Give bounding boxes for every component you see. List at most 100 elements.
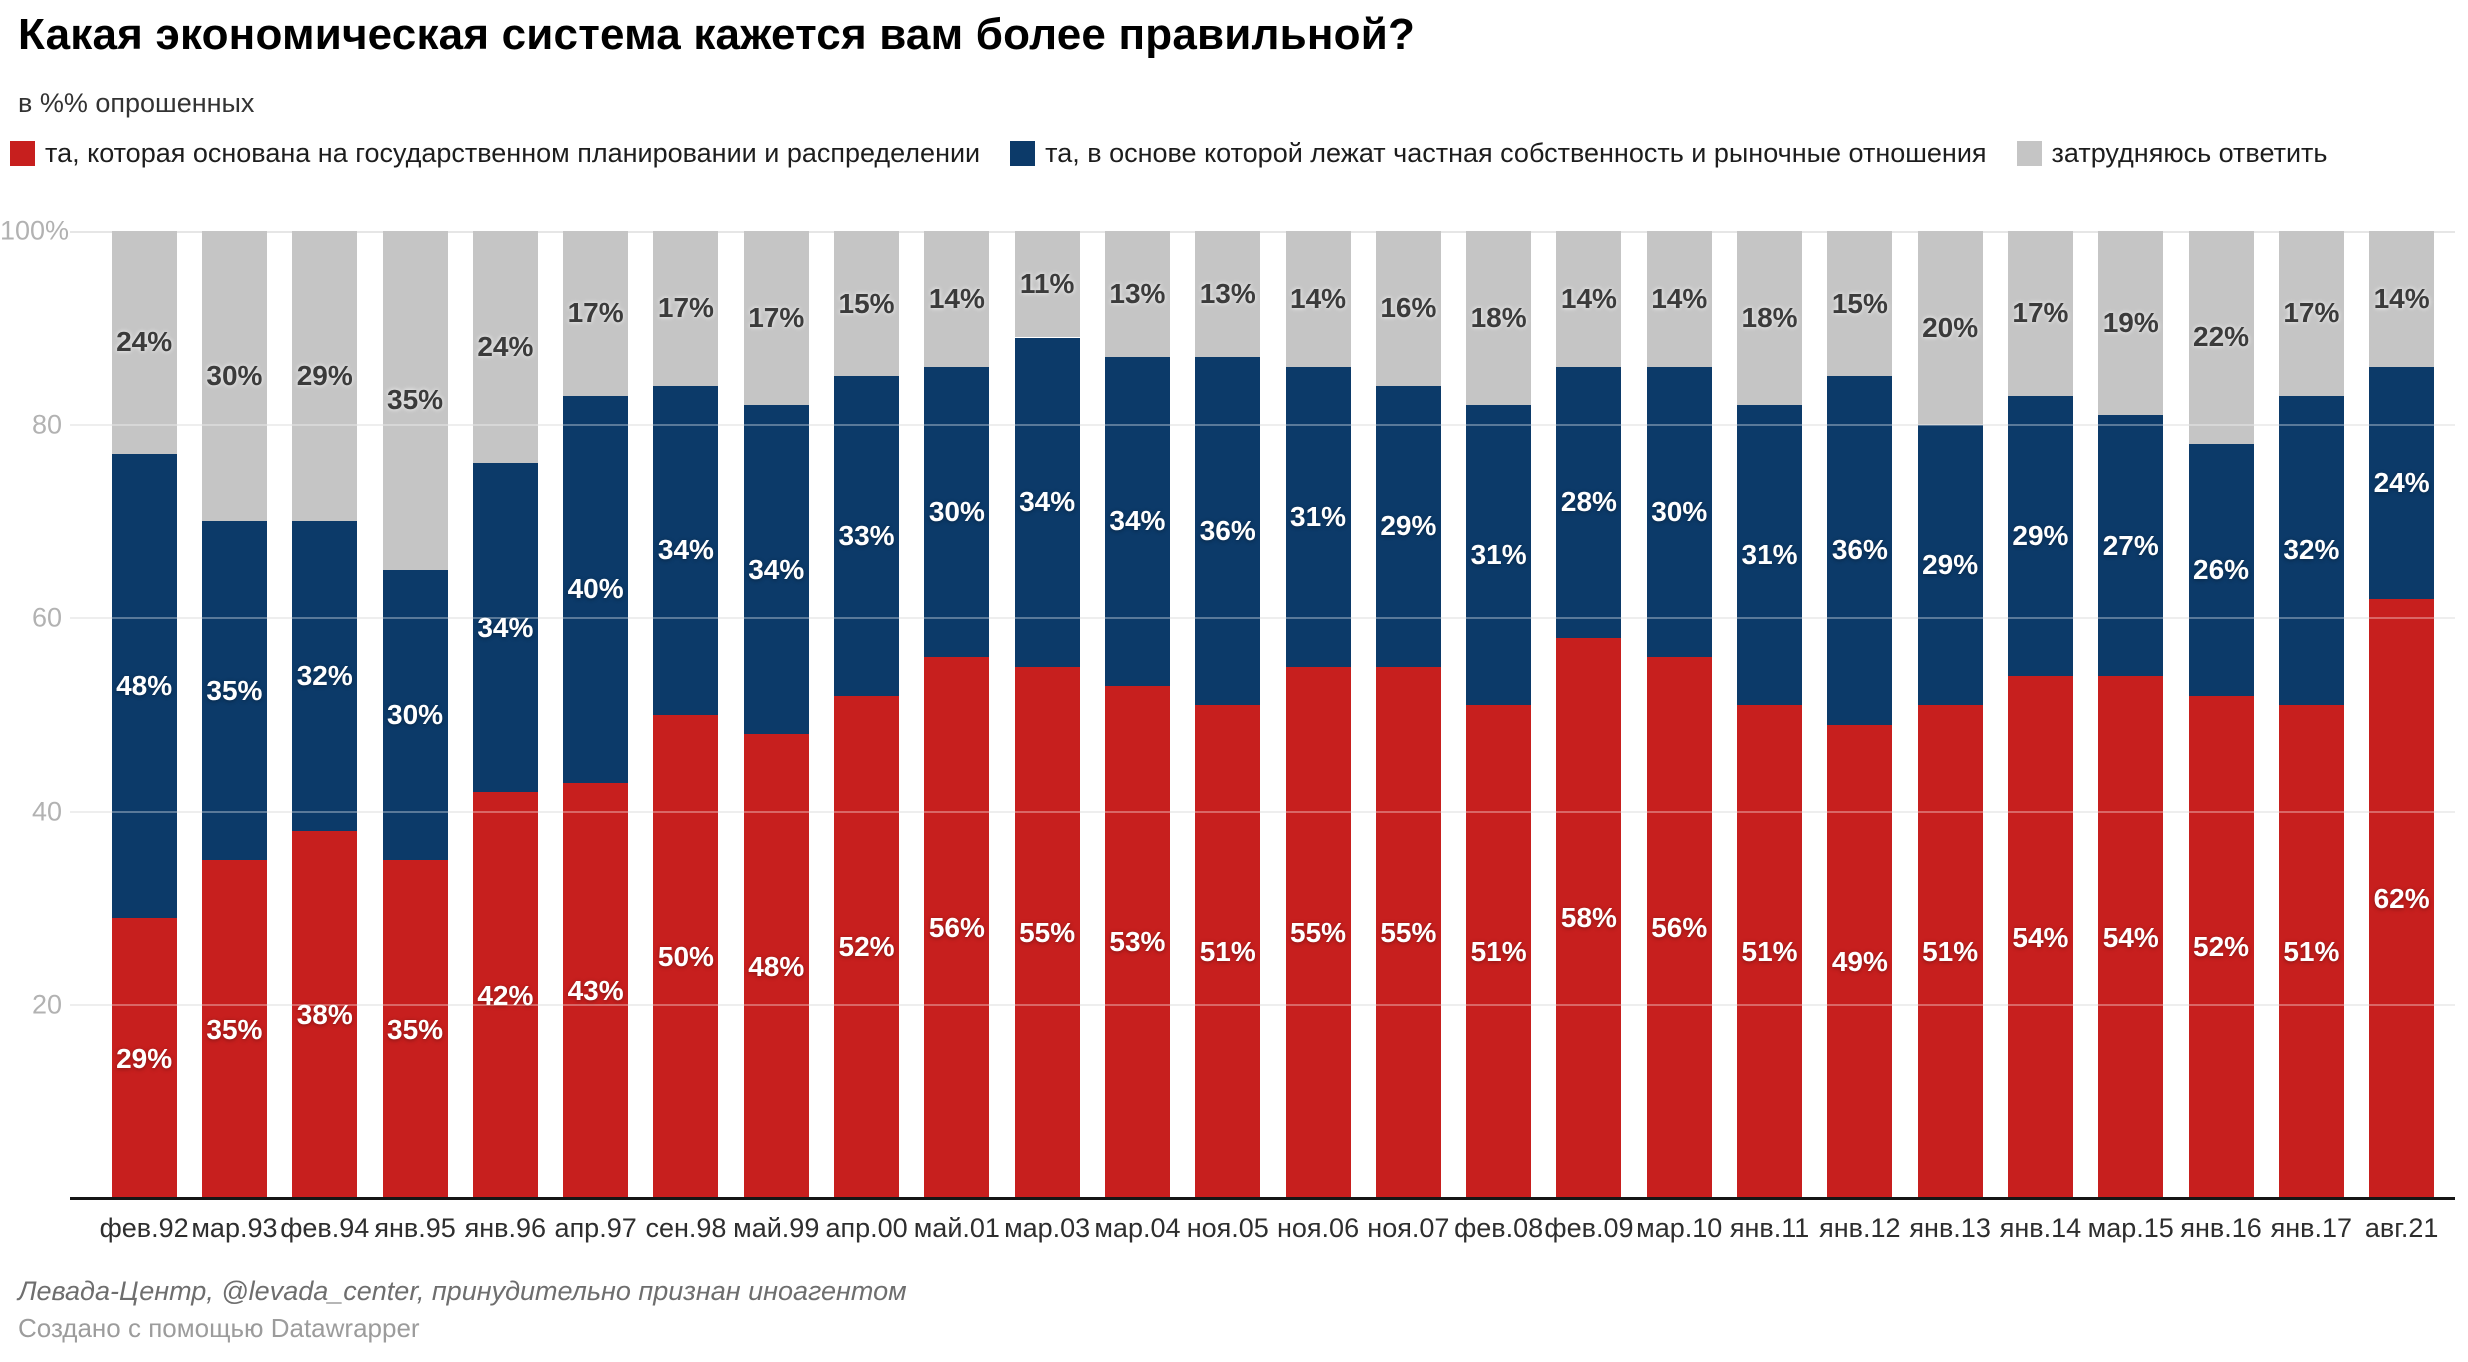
bar-column: 51% 31% 18% <box>1737 231 1803 1199</box>
gridline-20 <box>70 1004 2455 1007</box>
bar-value-label: 30% <box>928 495 985 527</box>
bar-segment-undecided <box>1646 231 1712 367</box>
bar-value-label: 28% <box>1560 486 1617 518</box>
bar-segment-planned <box>924 656 990 1199</box>
bar-value-label: 15% <box>1831 287 1888 319</box>
legend-swatch-market-icon <box>1010 141 1036 166</box>
bar-segment-planned <box>834 695 900 1199</box>
bar-segment-undecided <box>563 231 629 396</box>
bar-value-label: 32% <box>2283 534 2340 566</box>
gridline-overlay-20 <box>70 1004 2455 1007</box>
x-axis-label: фев.92 <box>99 1213 189 1243</box>
x-axis-label: янв.12 <box>1819 1213 1901 1243</box>
bar-value-label: 11% <box>1019 268 1075 300</box>
bar-column: 54% 29% 17% <box>2007 231 2073 1199</box>
bar-value-label: 17% <box>2283 297 2340 329</box>
bar-value-label: 30% <box>1651 495 1708 527</box>
bar-segment-planned <box>472 792 538 1199</box>
bar-segment-market <box>1556 366 1622 638</box>
bar-segment-market <box>563 395 629 783</box>
bar-value-label: 14% <box>1651 282 1708 314</box>
bar-column: 52% 33% 15% <box>834 231 900 1199</box>
chart-subtitle: в %% опрошенных <box>18 88 255 118</box>
bar-segment-planned <box>1104 685 1170 1199</box>
bar-segment-market <box>1646 366 1712 657</box>
bar-segment-market <box>2278 395 2344 706</box>
bar-segment-planned <box>1014 666 1080 1199</box>
x-axis-label: апр.97 <box>554 1213 637 1243</box>
bar-column: 51% 29% 20% <box>1917 231 1983 1199</box>
bar-segment-market <box>1014 337 1080 667</box>
bar-column: 51% 32% 17% <box>2278 231 2344 1199</box>
x-axis-label: мар.04 <box>1094 1213 1181 1243</box>
bar-segment-planned <box>1466 705 1532 1199</box>
bar-value-label: 14% <box>928 282 985 314</box>
x-axis-label: янв.14 <box>1999 1213 2082 1243</box>
y-axis-label: 20 <box>31 989 62 1020</box>
bar-value-label: 38% <box>296 999 353 1031</box>
bar-value-label: 17% <box>567 297 624 329</box>
bar-column: 54% 27% 19% <box>2098 231 2164 1199</box>
bar-segment-market <box>2369 366 2435 599</box>
bar-segment-market <box>111 453 177 919</box>
bar-segment-market <box>1285 366 1351 667</box>
bar-segment-undecided <box>653 231 719 386</box>
x-axis-label: фев.09 <box>1544 1213 1634 1243</box>
bar-value-label: 36% <box>1831 534 1888 566</box>
bar-column: 49% 36% 15% <box>1827 231 1893 1199</box>
bar-segment-undecided <box>1104 231 1170 357</box>
bar-column: 35% 30% 35% <box>382 231 448 1199</box>
legend-item-planned: та, которая основана на государственном … <box>10 138 980 169</box>
bar-value-label: 31% <box>1470 539 1527 571</box>
bar-value-label: 50% <box>657 941 714 972</box>
x-axis-label: янв.11 <box>1729 1213 1810 1243</box>
bar-column: 55% 29% 16% <box>1375 231 1441 1199</box>
gridline-40 <box>70 810 2455 813</box>
bar-column: 56% 30% 14% <box>1646 231 1712 1199</box>
bar-segment-market <box>1195 356 1261 706</box>
bar-value-label: 14% <box>1290 282 1347 314</box>
bar-segment-undecided <box>382 231 448 570</box>
bar-value-label: 34% <box>477 611 534 643</box>
bar-segment-market <box>1104 356 1170 686</box>
y-axis-label: 80 <box>31 409 62 440</box>
x-axis-label: мар.10 <box>1636 1213 1723 1243</box>
bar-value-label: 56% <box>928 911 985 943</box>
legend-item-market: та, в основе которой лежат частная собст… <box>1010 138 1987 169</box>
bar-segment-planned <box>2278 705 2344 1199</box>
y-axis-label: 40 <box>31 796 62 827</box>
bar-value-label: 31% <box>1290 500 1347 532</box>
bar-segment-undecided <box>292 231 358 522</box>
bar-value-label: 24% <box>477 331 534 363</box>
y-axis-label: 100% <box>0 215 70 246</box>
datawrapper-credit: Создано с помощью Datawrapper <box>18 1313 420 1343</box>
bar-value-label: 26% <box>2193 553 2250 585</box>
bar-segment-undecided <box>2098 231 2164 415</box>
bar-segment-planned <box>563 782 629 1199</box>
bar-segment-undecided <box>1556 231 1622 367</box>
y-axis-label: 60 <box>31 602 62 633</box>
bar-value-label: 35% <box>387 1013 444 1045</box>
bar-column: 42% 34% 24% <box>472 231 538 1199</box>
bar-value-label: 29% <box>1380 510 1437 542</box>
bar-column: 62% 24% 14% <box>2369 231 2435 1199</box>
bar-value-label: 30% <box>206 360 263 392</box>
bar-segment-planned <box>2007 676 2073 1199</box>
bar-segment-undecided <box>1014 231 1080 338</box>
bar-segment-market <box>1737 405 1803 706</box>
x-axis-label: авг.21 <box>2364 1213 2439 1243</box>
bar-column: 56% 30% 14% <box>924 231 990 1199</box>
gridline-100 <box>70 231 2455 233</box>
bar-value-label: 58% <box>1560 902 1617 934</box>
bar-segment-market <box>1375 385 1441 667</box>
legend-label-planned: та, которая основана на государственном … <box>45 138 981 168</box>
bar-value-label: 56% <box>1651 911 1708 943</box>
bar-value-label: 40% <box>567 573 624 605</box>
bar-segment-market <box>1466 405 1532 706</box>
bar-segment-market <box>201 521 267 861</box>
bar-segment-planned <box>1285 666 1351 1199</box>
bar-value-label: 48% <box>748 950 805 982</box>
x-axis-label: мар.93 <box>191 1213 278 1243</box>
bar-value-label: 55% <box>1019 916 1076 948</box>
bar-column: 52% 26% 22% <box>2188 231 2254 1199</box>
